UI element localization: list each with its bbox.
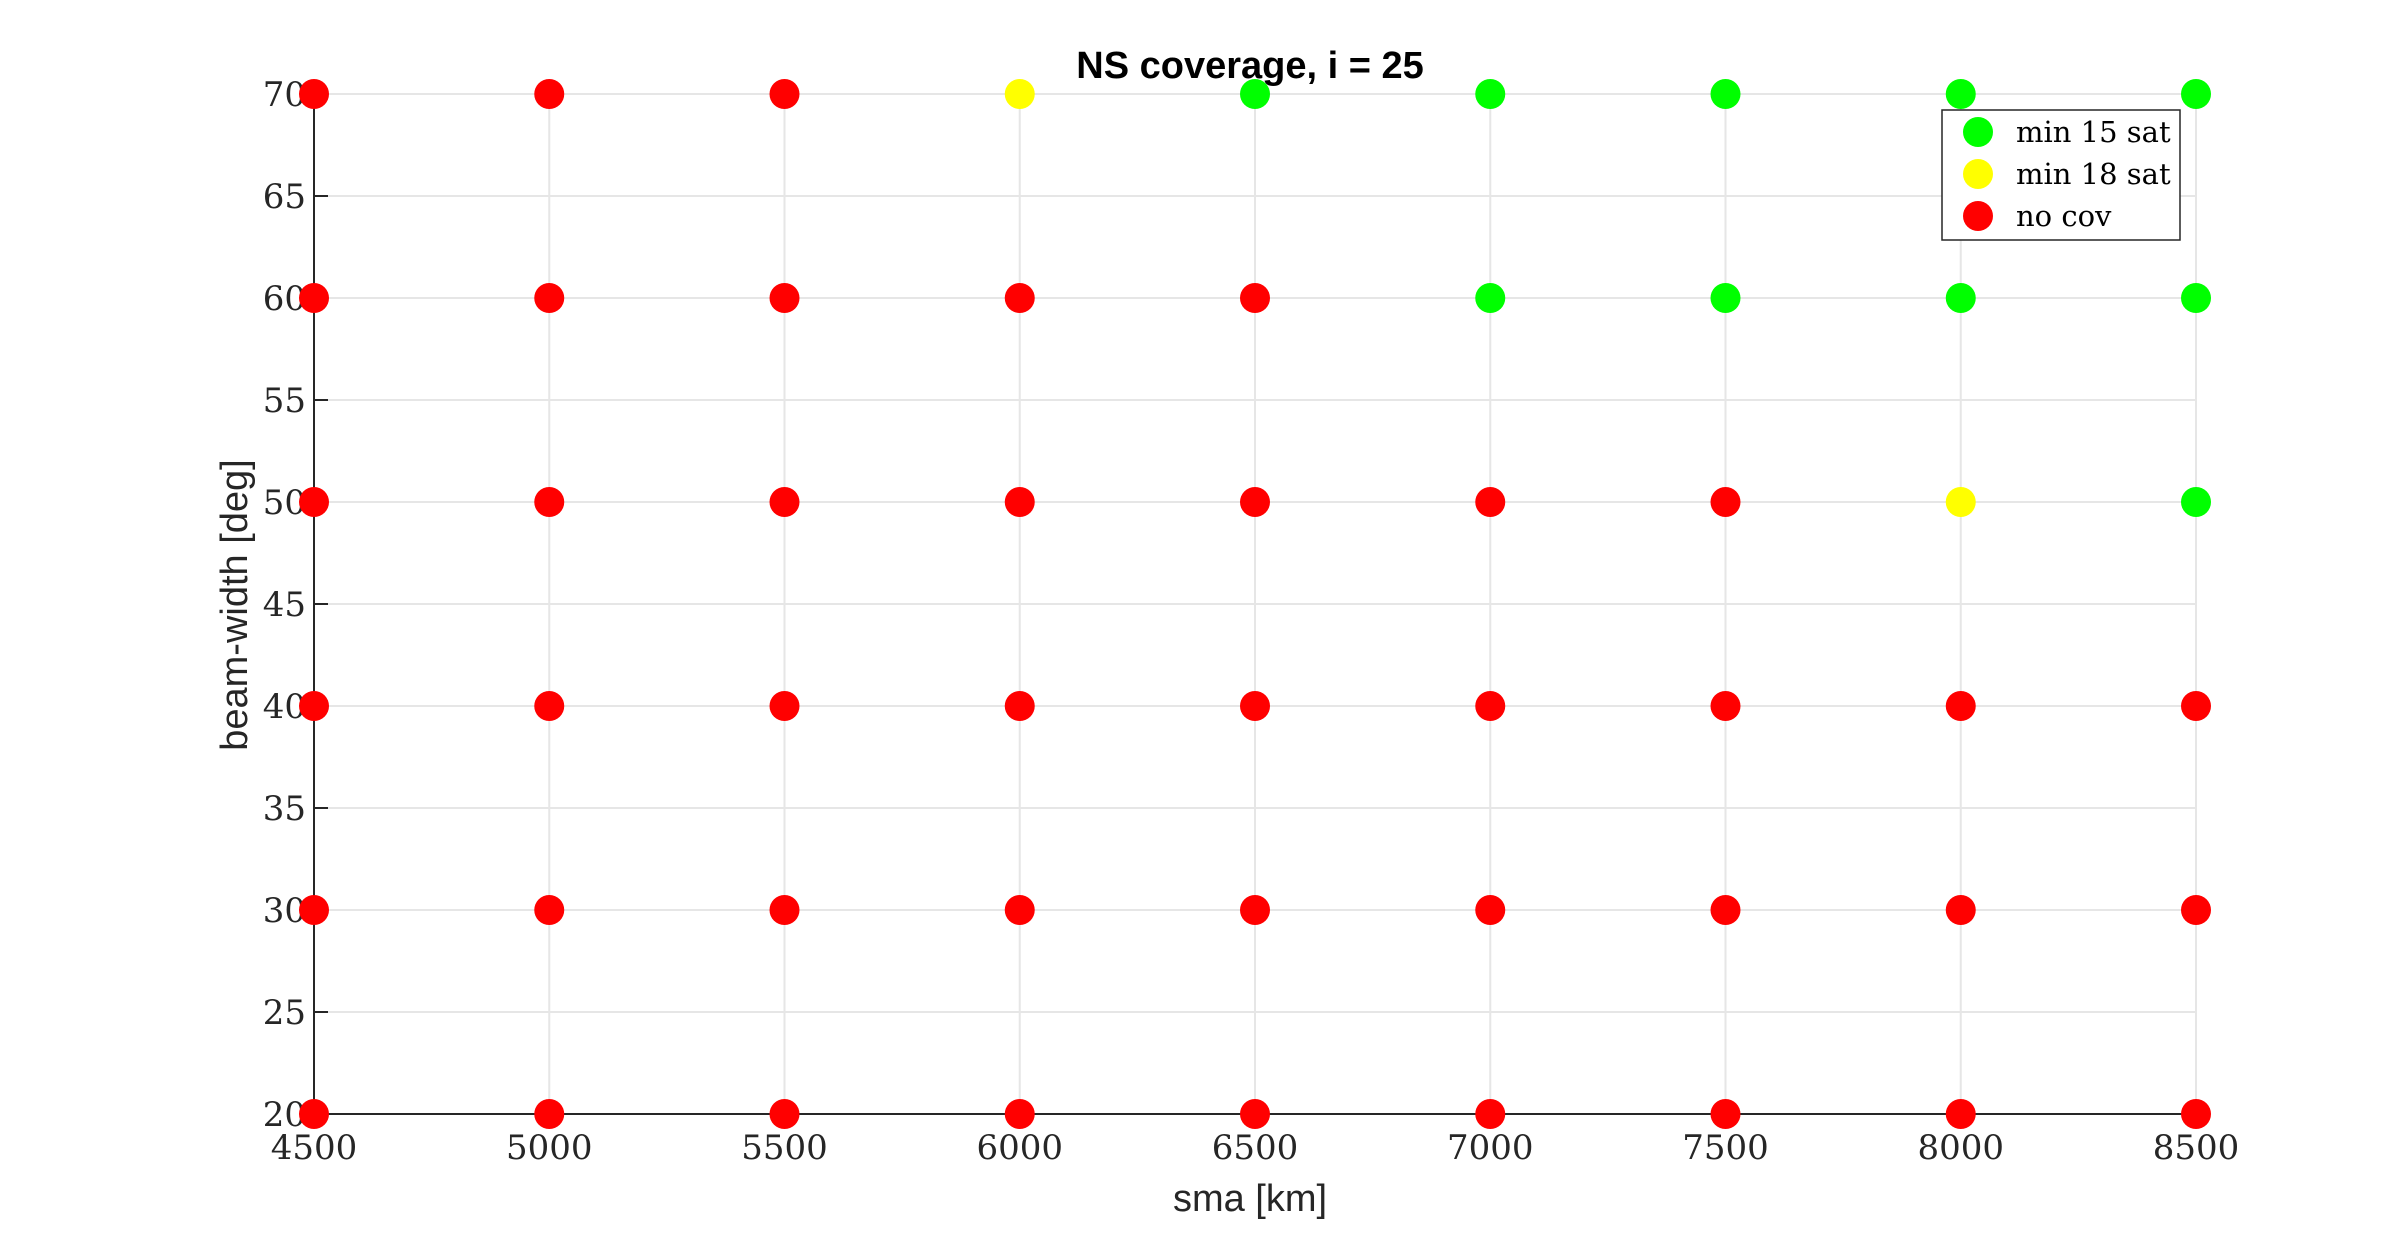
data-point-no-cov xyxy=(769,691,800,721)
x-tick-label: 8500 xyxy=(2153,1128,2240,1168)
data-point-no-cov xyxy=(534,1099,565,1129)
legend-marker xyxy=(1963,159,1993,189)
y-tick-label: 25 xyxy=(263,993,306,1033)
data-point-no-cov xyxy=(1710,691,1741,721)
data-point-no-cov xyxy=(769,487,800,517)
x-tick-label: 8000 xyxy=(1917,1128,2004,1168)
y-tick-label: 65 xyxy=(263,177,306,217)
data-point-no-cov xyxy=(1710,895,1741,925)
data-point-no-cov xyxy=(1240,283,1270,313)
y-axis-title: beam-width [deg] xyxy=(214,459,256,751)
data-point-min-15-sat xyxy=(1710,283,1741,313)
data-point-no-cov xyxy=(1475,691,1506,721)
data-point-no-cov xyxy=(2181,691,2211,721)
data-point-no-cov xyxy=(1004,691,1035,721)
data-point-no-cov xyxy=(534,691,565,721)
y-tick-label: 45 xyxy=(263,585,306,625)
data-point-min-15-sat xyxy=(2181,487,2211,517)
data-points xyxy=(299,79,2211,1129)
x-tick-label: 5500 xyxy=(741,1128,828,1168)
x-tick-label: 7000 xyxy=(1447,1128,1534,1168)
data-point-min-15-sat xyxy=(1945,79,1976,109)
tick-labels: 4500 5000 5500 6000 6500 7000 7500 8000 8500 20 25… xyxy=(263,75,2240,1168)
data-point-min-15-sat xyxy=(2181,283,2211,313)
data-point-no-cov xyxy=(2181,1099,2211,1129)
data-point-min-15-sat xyxy=(1475,283,1506,313)
data-point-min-18-sat xyxy=(1004,79,1035,109)
legend: min 15 sat min 18 sat no cov xyxy=(1941,109,2181,241)
data-point-no-cov xyxy=(769,895,800,925)
legend-label: no cov xyxy=(2016,199,2112,233)
legend-marker xyxy=(1963,201,1993,231)
data-point-no-cov xyxy=(1240,691,1270,721)
data-point-no-cov xyxy=(1945,691,1976,721)
data-point-no-cov xyxy=(1240,487,1270,517)
data-point-no-cov xyxy=(1004,487,1035,517)
data-point-no-cov xyxy=(534,283,565,313)
data-point-min-15-sat xyxy=(1240,79,1270,109)
data-point-no-cov xyxy=(1475,895,1506,925)
data-point-no-cov xyxy=(299,691,329,721)
data-point-no-cov xyxy=(1710,1099,1741,1129)
data-point-no-cov xyxy=(1475,1099,1506,1129)
x-tick-label: 6000 xyxy=(976,1128,1063,1168)
data-point-no-cov xyxy=(1004,895,1035,925)
x-tick-label: 5000 xyxy=(506,1128,593,1168)
data-point-no-cov xyxy=(1240,895,1270,925)
data-point-min-15-sat xyxy=(1710,79,1741,109)
data-point-no-cov xyxy=(299,1099,329,1129)
y-tick-label: 60 xyxy=(263,279,306,319)
y-tick-label: 35 xyxy=(263,789,306,829)
data-point-no-cov xyxy=(534,487,565,517)
y-tick-label: 55 xyxy=(263,381,306,421)
chart-title: NS coverage, i = 25 xyxy=(1076,45,1423,87)
x-tick-label: 7500 xyxy=(1682,1128,1769,1168)
data-point-min-18-sat xyxy=(1945,487,1976,517)
data-point-no-cov xyxy=(299,487,329,517)
y-tick-label: 70 xyxy=(263,75,306,115)
x-tick-label: 4500 xyxy=(271,1128,358,1168)
legend-marker xyxy=(1963,117,1993,147)
data-point-no-cov xyxy=(1240,1099,1270,1129)
data-point-no-cov xyxy=(299,79,329,109)
data-point-no-cov xyxy=(534,895,565,925)
legend-label: min 15 sat xyxy=(2016,115,2171,149)
data-point-no-cov xyxy=(1945,1099,1976,1129)
data-point-no-cov xyxy=(299,895,329,925)
data-point-min-15-sat xyxy=(1945,283,1976,313)
y-tick-label: 40 xyxy=(263,687,306,727)
data-point-no-cov xyxy=(1710,487,1741,517)
legend-label: min 18 sat xyxy=(2016,157,2171,191)
data-point-no-cov xyxy=(769,79,800,109)
data-point-min-15-sat xyxy=(2181,79,2211,109)
data-point-no-cov xyxy=(1004,283,1035,313)
data-point-no-cov xyxy=(299,283,329,313)
data-point-min-15-sat xyxy=(1475,79,1506,109)
data-point-no-cov xyxy=(1945,895,1976,925)
data-point-no-cov xyxy=(1475,487,1506,517)
data-point-no-cov xyxy=(769,1099,800,1129)
data-point-no-cov xyxy=(1004,1099,1035,1129)
data-point-no-cov xyxy=(2181,895,2211,925)
y-tick-label: 20 xyxy=(263,1095,306,1135)
x-tick-label: 6500 xyxy=(1212,1128,1299,1168)
data-point-no-cov xyxy=(534,79,565,109)
y-tick-label: 30 xyxy=(263,891,306,931)
data-point-no-cov xyxy=(769,283,800,313)
x-axis-title: sma [km] xyxy=(1173,1178,1327,1220)
y-tick-label: 50 xyxy=(263,483,306,523)
